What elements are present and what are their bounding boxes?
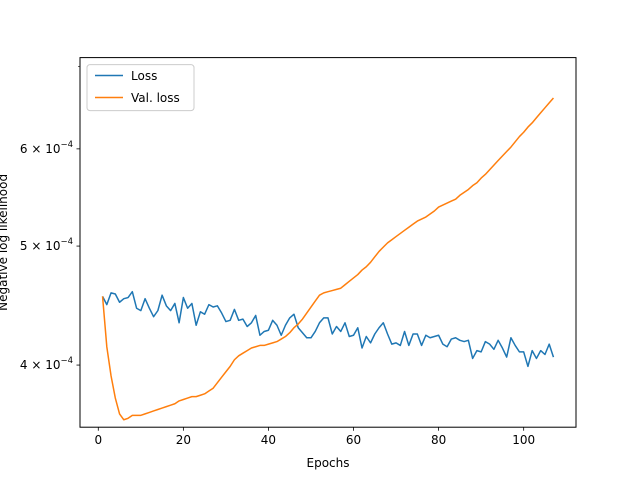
series-layer — [101, 97, 555, 421]
plot-frame — [79, 57, 577, 428]
legend: Loss Val. loss — [86, 64, 195, 112]
x-tick-label: 0 — [94, 433, 102, 447]
x-axis-label: Epochs — [307, 456, 350, 470]
y-axis: 4 × 10−4 5 × 10−4 6 × 10−4 — [20, 66, 80, 372]
x-tick-label: 80 — [431, 433, 446, 447]
y-tick-label: 4 × 10−4 — [20, 356, 73, 372]
x-tick-label: 60 — [346, 433, 361, 447]
series-line-loss — [101, 290, 555, 368]
y-tick-label: 5 × 10−4 — [20, 237, 73, 253]
y-axis-label: Negative log likelihood — [0, 174, 10, 311]
x-tick-label: 40 — [261, 433, 276, 447]
series-line-val-loss — [101, 97, 555, 421]
x-tick-label: 20 — [176, 433, 191, 447]
x-axis: 0 20 40 60 80 100 — [94, 427, 535, 447]
y-tick-label: 6 × 10−4 — [20, 140, 73, 156]
x-tick-label: 100 — [512, 433, 535, 447]
legend-label-val-loss: Val. loss — [131, 91, 180, 105]
legend-label-loss: Loss — [131, 69, 157, 83]
